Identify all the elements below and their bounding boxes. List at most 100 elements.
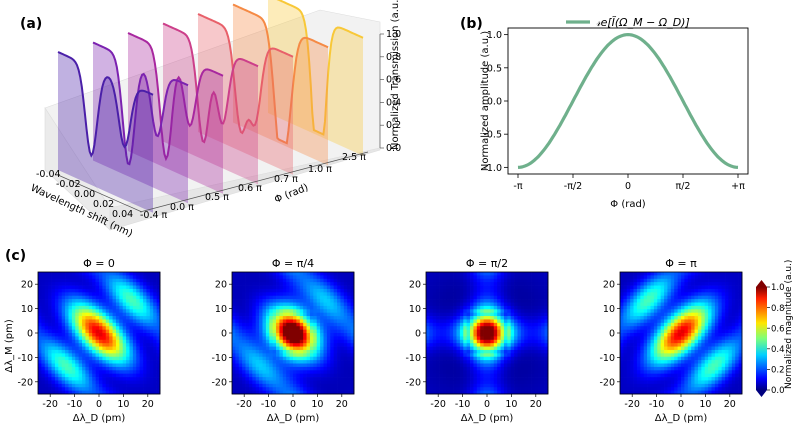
heatmap-cell [459, 370, 464, 375]
heatmap-cell [636, 390, 641, 395]
heatmap-cell [456, 326, 461, 330]
heatmap-cell [510, 383, 515, 388]
heatmap-cell [303, 366, 307, 371]
heatmap-cell [272, 339, 277, 344]
heatmap-cell [446, 383, 451, 388]
heatmap-cell [520, 380, 525, 385]
heatmap-cell [442, 356, 447, 361]
heatmap-cell [279, 302, 284, 307]
heatmap-cell [286, 272, 290, 276]
heatmap-cell [259, 343, 263, 347]
heatmap-cell [333, 309, 338, 314]
heatmap-cell [517, 292, 522, 297]
heatmap-cell [129, 336, 134, 341]
heatmap-cell [704, 343, 709, 347]
heatmap-cell [129, 272, 134, 276]
heatmap-cell [470, 356, 474, 361]
heatmap-cell [105, 373, 110, 378]
heatmap-cell [126, 349, 130, 354]
heatmap-cell [514, 319, 518, 324]
heatmap-cell [350, 346, 355, 351]
heatmap-cell [119, 326, 124, 330]
heatmap-cell [708, 319, 712, 324]
waterfall-line-4 [197, 13, 294, 135]
heatmap-cell [65, 333, 69, 337]
heatmap-cell [544, 316, 549, 320]
heatmap-cell [242, 329, 246, 334]
heatmap-cell [681, 278, 685, 283]
heatmap-cell [88, 366, 93, 371]
heatmap-cell [88, 322, 93, 327]
heatmap-cell [687, 319, 692, 324]
heatmap-cell [429, 349, 434, 354]
heatmap-cell [517, 319, 522, 324]
heatmap-cell [51, 278, 56, 283]
heatmap-cell [61, 370, 66, 375]
heatmap-cell [527, 383, 532, 388]
heatmap-cell [149, 299, 154, 303]
heatmap-cell [497, 282, 501, 286]
heatmap-cell [520, 319, 525, 324]
x-tick-label-c: 20 [336, 399, 348, 410]
heatmap-cell [156, 390, 161, 395]
heatmap-cell [704, 336, 709, 341]
heatmap-cell [487, 343, 491, 347]
heatmap-cell [68, 356, 73, 361]
heatmap-cell [507, 319, 512, 324]
heatmap-cell [333, 373, 338, 378]
heatmap-cell [95, 380, 100, 385]
heatmap-cell [41, 285, 46, 290]
heatmap-cell [442, 363, 447, 368]
heatmap-cell [238, 387, 243, 391]
z-tick-label: 0.4 [386, 97, 401, 108]
heatmap-cell [350, 339, 355, 344]
heatmap-cell [85, 285, 90, 290]
heatmap-cell [51, 360, 56, 364]
heatmap-cell [235, 360, 240, 364]
heatmap-cell [459, 305, 464, 310]
heatmap-cell [54, 288, 59, 293]
heatmap-cell [429, 360, 434, 364]
heatmap-cell [313, 309, 318, 314]
heatmap-cell [650, 380, 655, 385]
heatmap-cell [51, 275, 56, 280]
heatmap-cell [670, 278, 675, 283]
heatmap-cell [156, 333, 161, 337]
heatmap-cell [139, 295, 144, 300]
heatmap-cell [633, 333, 638, 337]
heatmap-cell [660, 295, 665, 300]
heatmap-cell [544, 346, 549, 351]
heatmap-cell [497, 299, 501, 303]
heatmap-cell [527, 380, 532, 385]
heatmap-cell [517, 295, 522, 300]
heatmap-cell [514, 366, 518, 371]
heatmap-cell [143, 309, 147, 314]
heatmap-cell [490, 349, 495, 354]
heatmap-cell [112, 333, 117, 337]
heatmap-cell [674, 302, 678, 307]
heatmap-cell [262, 363, 267, 368]
heatmap-cell [480, 275, 484, 280]
heatmap-cell [105, 299, 110, 303]
heatmap-cell [633, 377, 638, 381]
heatmap-cell [497, 278, 501, 283]
heatmap-cell [660, 285, 665, 290]
heatmap-cell [238, 377, 243, 381]
heatmap-cell [664, 329, 668, 334]
heatmap-cell [459, 333, 464, 337]
heatmap-cell [630, 288, 634, 293]
heatmap-cell [54, 278, 59, 283]
heatmap-cell [620, 360, 624, 364]
heatmap-cell [470, 316, 474, 320]
heatmap-cell [129, 282, 134, 286]
heatmap-cell [677, 370, 682, 375]
heatmap-cell [323, 383, 328, 388]
heatmap-cell [640, 288, 645, 293]
heatmap-cell [235, 387, 240, 391]
heatmap-cell [306, 377, 311, 381]
heatmap-cell [102, 288, 107, 293]
heatmap-cell [657, 356, 662, 361]
heatmap-cell [537, 366, 542, 371]
heatmap-cell [245, 349, 250, 354]
